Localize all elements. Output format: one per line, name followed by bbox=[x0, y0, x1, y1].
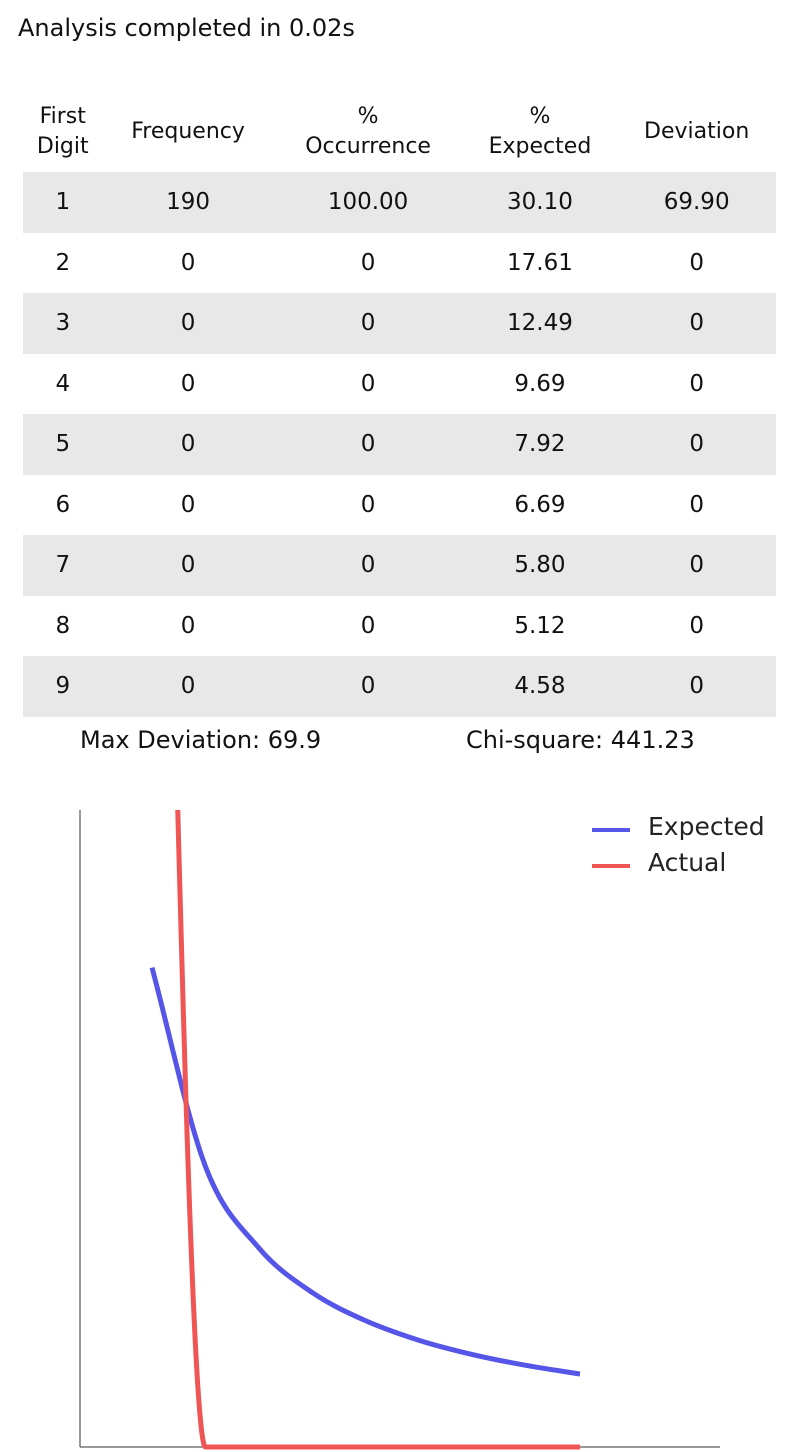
column-header-text: % Occurrence bbox=[305, 104, 431, 159]
table-cell: 6.69 bbox=[514, 491, 566, 518]
max-deviation: Max Deviation: 69.9 bbox=[80, 726, 322, 754]
table-cell: 17.61 bbox=[507, 249, 573, 276]
table-cell: 0 bbox=[689, 612, 704, 639]
table-cell: 0 bbox=[689, 431, 704, 458]
table-cell: 69.90 bbox=[663, 189, 730, 216]
header-row: First Digit Frequency % Occurrence % Expect… bbox=[23, 92, 776, 172]
table-cell: 0 bbox=[180, 552, 196, 579]
column-header: Frequency bbox=[103, 92, 274, 172]
column-header-text: % Expected bbox=[488, 104, 592, 159]
table-cell: 0 bbox=[360, 249, 376, 276]
table-cell: 0 bbox=[689, 552, 704, 579]
column-header: % Expected bbox=[463, 92, 618, 172]
series-line bbox=[175, 810, 580, 1450]
plot-area bbox=[149, 810, 581, 1450]
table-cell: 0 bbox=[689, 310, 704, 337]
table-cell: 190 bbox=[166, 189, 210, 216]
table-cell: 7 bbox=[55, 552, 71, 579]
table-row: 9 0 0 4.58 0 bbox=[23, 656, 776, 717]
table-cell: 0 bbox=[360, 552, 376, 579]
table-cell: 0 bbox=[180, 249, 196, 276]
table-cell: 0 bbox=[180, 612, 196, 639]
legend-label: Actual bbox=[648, 848, 726, 877]
table-cell: 0 bbox=[180, 310, 196, 337]
table-cell: 100.00 bbox=[327, 189, 409, 216]
table-cell: 5.12 bbox=[514, 612, 566, 639]
column-header: First Digit bbox=[23, 92, 103, 172]
table-cell: 5 bbox=[55, 431, 71, 458]
table-cell: 30.10 bbox=[507, 189, 573, 216]
column-header: % Occurrence bbox=[274, 92, 463, 172]
table-cell: 0 bbox=[360, 673, 376, 700]
series-line bbox=[149, 967, 581, 1377]
table-row: 3 0 0 12.49 0 bbox=[23, 293, 776, 354]
status-text: Analysis completed in 0.02s bbox=[18, 14, 355, 42]
results-table: First Digit Frequency % Occurrence % Expect… bbox=[23, 92, 776, 717]
column-header-text: First Digit bbox=[36, 104, 89, 159]
table-row: 2 0 0 17.61 0 bbox=[23, 233, 776, 294]
table-body: 1 190 100.00 30.10 69.90 2 0 0 17.61 0 3 0 0 12.49 0 4 0… bbox=[23, 172, 776, 717]
table-row: 7 0 0 5.80 0 bbox=[23, 535, 776, 596]
table-row: 8 0 0 5.12 0 bbox=[23, 596, 776, 657]
chart: Expected Actual bbox=[79, 810, 765, 1450]
table-cell: 0 bbox=[180, 673, 196, 700]
table-cell: 0 bbox=[180, 431, 196, 458]
table-cell: 0 bbox=[360, 370, 376, 397]
table-cell: 6 bbox=[55, 491, 71, 518]
table-cell: 0 bbox=[689, 370, 704, 397]
table-cell: 0 bbox=[360, 431, 376, 458]
column-header-text: Frequency bbox=[131, 119, 245, 144]
table-cell: 4 bbox=[55, 370, 71, 397]
table-row: 1 190 100.00 30.10 69.90 bbox=[23, 172, 776, 233]
table-cell: 0 bbox=[180, 491, 196, 518]
table-cell: 0 bbox=[689, 491, 704, 518]
table-row: 4 0 0 9.69 0 bbox=[23, 354, 776, 415]
table-cell: 4.58 bbox=[514, 673, 566, 700]
table-cell: 0 bbox=[689, 673, 704, 700]
table-cell: 9 bbox=[55, 673, 71, 700]
table-cell: 7.92 bbox=[514, 431, 566, 458]
table-row: 6 0 0 6.69 0 bbox=[23, 475, 776, 536]
table-cell: 0 bbox=[689, 249, 704, 276]
table-cell: 12.49 bbox=[507, 310, 573, 337]
table-cell: 3 bbox=[55, 310, 71, 337]
table-cell: 2 bbox=[55, 249, 71, 276]
table-cell: 0 bbox=[360, 310, 376, 337]
table-cell: 8 bbox=[55, 612, 71, 639]
table-cell: 0 bbox=[360, 491, 376, 518]
table-cell: 0 bbox=[180, 370, 196, 397]
legend-label: Expected bbox=[648, 812, 765, 841]
table-cell: 5.80 bbox=[514, 552, 566, 579]
chi-square: Chi-square: 441.23 bbox=[466, 726, 695, 754]
table-cell: 1 bbox=[55, 189, 71, 216]
column-header-text: Deviation bbox=[644, 119, 750, 144]
column-header: Deviation bbox=[617, 92, 776, 172]
table-cell: 9.69 bbox=[514, 370, 566, 397]
table-cell: 0 bbox=[360, 612, 376, 639]
table-row: 5 0 0 7.92 0 bbox=[23, 414, 776, 475]
